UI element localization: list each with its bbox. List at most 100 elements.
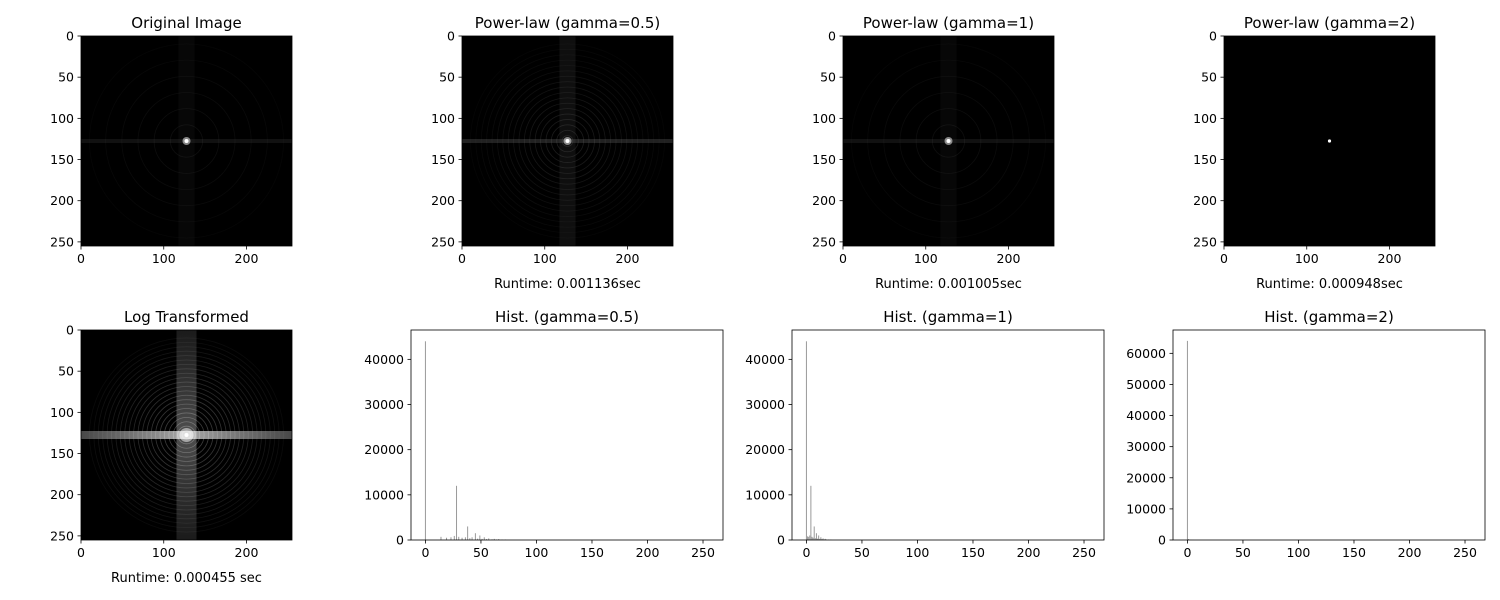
y-tick-label: 0: [396, 533, 404, 548]
image-panel: 0 100 200 0 50 100 150 200 250 Power-law (gamma=2…: [1193, 14, 1436, 292]
center-peak: [946, 139, 951, 143]
histogram-bar: [461, 537, 463, 540]
histogram-bar: [822, 538, 824, 540]
spectrum-ring: [556, 129, 579, 153]
x-tick-label: 0: [421, 545, 429, 560]
histogram-bar: [450, 537, 452, 540]
y-tick-label: 150: [1193, 152, 1217, 167]
panel-title: Hist. (gamma=2): [1264, 308, 1394, 326]
histogram-bar: [483, 537, 485, 540]
y-tick-label: 50: [58, 70, 74, 85]
histogram-bar: [812, 537, 814, 540]
y-tick-label: 40000: [745, 352, 785, 367]
y-tick-label: 50000: [1126, 377, 1166, 392]
y-tick-label: 250: [1193, 234, 1217, 249]
axes-frame: [80, 329, 293, 541]
x-tick-label: 50: [854, 545, 870, 560]
spectrum-ring: [523, 97, 612, 185]
y-tick-label: 100: [50, 405, 74, 420]
histogram-bar: [498, 539, 500, 540]
panel-title: Power-law (gamma=0.5): [475, 14, 660, 32]
spectrum-ring: [518, 92, 617, 190]
spectrum-ring: [121, 75, 252, 207]
histogram-bar: [813, 526, 815, 540]
x-tick-label: 150: [580, 545, 604, 560]
axes-frame: [461, 35, 674, 247]
spectrum-ring: [497, 70, 638, 212]
histogram-bar: [824, 538, 826, 540]
panel-title: Hist. (gamma=0.5): [495, 308, 639, 326]
y-tick-label: 150: [431, 152, 455, 167]
x-tick-label: 100: [914, 251, 938, 266]
x-tick-label: 0: [1220, 251, 1228, 266]
histogram-bar: [424, 341, 426, 540]
spectrum-ring: [169, 124, 204, 158]
x-tick-label: 0: [77, 251, 85, 266]
center-peak: [565, 139, 570, 143]
histogram-bar: [1186, 340, 1188, 540]
spectrum-ring: [153, 108, 220, 174]
center-peak: [184, 139, 189, 143]
histogram-bar: [820, 537, 822, 540]
x-tick-label: 0: [77, 545, 85, 560]
y-tick-label: 250: [812, 234, 836, 249]
histogram-bar: [446, 537, 448, 540]
axes-frame: [1172, 329, 1486, 541]
x-tick-label: 200: [235, 545, 259, 560]
spectrum-ring: [507, 81, 628, 201]
y-tick-label: 0: [1209, 29, 1217, 44]
histogram-bar: [493, 538, 495, 540]
x-tick-label: 150: [961, 545, 985, 560]
y-tick-label: 150: [812, 152, 836, 167]
center-peak: [184, 433, 189, 437]
plot-area: [411, 330, 723, 540]
spectrum-ring: [540, 113, 595, 169]
x-tick-label: 100: [152, 545, 176, 560]
histogram-bar: [474, 533, 476, 540]
y-tick-label: 0: [447, 29, 455, 44]
x-tick-label: 250: [1072, 545, 1096, 560]
x-tick-label: 100: [1287, 545, 1311, 560]
spectrum-ring: [502, 75, 633, 207]
y-tick-label: 100: [50, 111, 74, 126]
spectrum-ring: [899, 92, 998, 190]
y-tick-label: 40000: [364, 352, 404, 367]
x-tick-label: 100: [906, 545, 930, 560]
histogram-bar: [471, 537, 473, 540]
y-tick-label: 60000: [1126, 346, 1166, 361]
x-tick-label: 100: [152, 251, 176, 266]
y-tick-label: 10000: [364, 487, 404, 502]
spectrum-ring: [480, 54, 655, 228]
y-tick-label: 0: [828, 29, 836, 44]
y-tick-label: 200: [812, 193, 836, 208]
y-tick-label: 150: [50, 152, 74, 167]
spectrum-ring: [534, 108, 601, 174]
y-tick-label: 30000: [1126, 439, 1166, 454]
y-tick-label: 20000: [745, 442, 785, 457]
spectrum-ring: [883, 75, 1014, 207]
y-tick-label: 20000: [1126, 470, 1166, 485]
spectrum-ring: [491, 65, 644, 217]
y-tick-label: 100: [812, 111, 836, 126]
histogram-bar: [807, 536, 809, 540]
y-tick-label: 30000: [745, 397, 785, 412]
histogram-bar: [458, 536, 460, 540]
x-tick-label: 250: [691, 545, 715, 560]
plot-area: [1173, 330, 1485, 540]
panel-title: Hist. (gamma=1): [883, 308, 1013, 326]
image-panel: 0 100 200 0 50 100 150 200 250 Log Transformed Run…: [50, 308, 293, 586]
spectrum-ring: [137, 92, 236, 190]
y-tick-label: 200: [431, 193, 455, 208]
runtime-caption: Runtime: 0.001005sec: [875, 277, 1022, 292]
y-tick-label: 50: [439, 70, 455, 85]
histogram-bar: [818, 535, 820, 540]
y-tick-label: 250: [431, 234, 455, 249]
y-tick-label: 200: [50, 193, 74, 208]
axes-frame: [1223, 35, 1436, 247]
y-tick-label: 0: [66, 29, 74, 44]
histogram-bar: [479, 535, 481, 540]
histogram-bar: [456, 485, 458, 540]
histogram-bar: [469, 538, 471, 540]
y-tick-label: 40000: [1126, 408, 1166, 423]
